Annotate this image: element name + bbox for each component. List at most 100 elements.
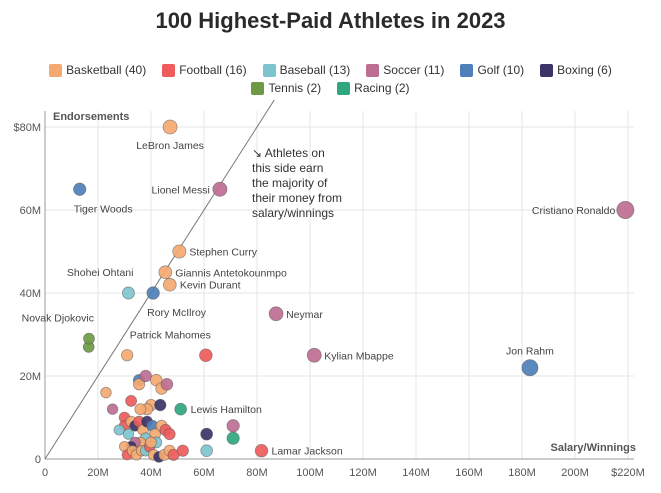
x-tick-label: 160M — [455, 467, 483, 479]
data-point — [100, 386, 112, 399]
point-label: Lionel Messi — [152, 184, 210, 196]
data-point — [226, 431, 240, 445]
point-label: Stephen Curry — [189, 247, 257, 259]
point-label: Shohei Ohtani — [67, 267, 134, 279]
legend-item-soccer: Soccer (11) — [366, 62, 444, 78]
diagonal-note-line: salary/winnings — [252, 206, 334, 220]
y-tick-label: $80M — [13, 122, 41, 134]
point-label: Lamar Jackson — [272, 446, 343, 458]
legend-item-boxing: Boxing (6) — [540, 62, 612, 78]
point-label: Novak Djokovic — [22, 313, 94, 325]
data-point — [122, 428, 135, 440]
data-point — [212, 181, 228, 197]
data-point — [162, 119, 178, 135]
legend-label-racing: Racing (2) — [354, 81, 410, 95]
legend-item-golf: Golf (10) — [460, 62, 524, 78]
data-point — [154, 398, 167, 412]
legend-item-racing: Racing (2) — [337, 80, 410, 96]
data-points — [73, 119, 635, 463]
x-tick-label: 180M — [508, 467, 536, 479]
y-tick-label: 40M — [20, 288, 41, 300]
data-point — [83, 332, 95, 345]
diagonal-reference-line — [44, 99, 275, 460]
x-tick-label: 20M — [87, 467, 108, 479]
data-point — [122, 286, 135, 300]
data-point — [254, 443, 269, 458]
x-tick-label: 120M — [349, 467, 377, 479]
legend-swatch-football — [162, 63, 176, 77]
data-point — [268, 306, 284, 322]
legend-label-soccer: Soccer (11) — [383, 63, 445, 77]
data-point — [106, 403, 119, 415]
y-tick-label: 20M — [20, 371, 41, 383]
data-point — [113, 424, 125, 436]
x-axis-title: Salary/Winnings — [551, 442, 636, 454]
point-label: Patrick Mahomes — [130, 329, 211, 341]
data-point — [139, 369, 152, 383]
legend-label-basketball: Basketball (40) — [66, 63, 147, 77]
y-tick-label: 60M — [20, 205, 41, 217]
point-label: Neymar — [286, 309, 323, 321]
legend-swatch-boxing — [540, 63, 554, 77]
data-point — [121, 349, 134, 362]
x-tick-label: 200M — [561, 467, 589, 479]
legend-label-football: Football (16) — [179, 63, 247, 77]
legend-item-basketball: Basketball (40) — [49, 62, 146, 78]
diagonal-note-line: ↘ Athletes on — [252, 146, 325, 160]
data-point — [134, 403, 147, 416]
point-label: Kylian Mbappe — [324, 350, 394, 362]
legend-swatch-racing — [337, 81, 351, 95]
x-tick-label: 100M — [296, 467, 324, 479]
legend-item-football: Football (16) — [162, 62, 247, 78]
data-point — [163, 428, 176, 441]
data-point — [125, 394, 138, 407]
legend-label-golf: Golf (10) — [477, 63, 525, 77]
diagonal-note-line: their money from — [252, 191, 342, 205]
x-tick-label: 60M — [193, 467, 214, 479]
chart-title: 100 Highest-Paid Athletes in 2023 — [155, 8, 506, 33]
y-tick-label: 0 — [35, 454, 41, 466]
diagonal-note: ↘ Athletes on this side earn the majority … — [252, 146, 342, 220]
legend-label-tennis: Tennis (2) — [268, 81, 322, 95]
data-point — [158, 265, 173, 280]
data-point — [145, 436, 157, 449]
data-point — [616, 200, 635, 219]
legend-item-tennis: Tennis (2) — [251, 80, 321, 96]
data-point — [146, 286, 160, 300]
legend: Basketball (40) Football (16) Baseball (13… — [10, 62, 651, 96]
data-point — [73, 182, 87, 196]
legend-swatch-golf — [460, 63, 474, 77]
point-label: Giannis Antetokounmpo — [175, 267, 287, 279]
legend-swatch-basketball — [49, 63, 63, 77]
point-label: Tiger Woods — [74, 203, 133, 215]
legend-swatch-baseball — [262, 63, 276, 77]
data-point — [132, 378, 146, 391]
point-labels: LeBron James Lionel Messi Cristiano Ronald… — [22, 140, 616, 458]
point-label: Jon Rahm — [506, 346, 554, 358]
data-point — [226, 419, 240, 433]
grid — [44, 111, 634, 460]
point-label: Cristiano Ronaldo — [532, 205, 616, 217]
x-tick-label: $220M — [611, 467, 645, 479]
data-point — [160, 377, 174, 391]
point-label: Lewis Hamilton — [191, 404, 262, 416]
x-tick-label: 80M — [246, 467, 267, 479]
legend-swatch-soccer — [366, 63, 380, 77]
data-point — [521, 359, 539, 377]
x-tick-label: 40M — [140, 467, 161, 479]
data-point — [163, 277, 177, 292]
point-label: Kevin Durant — [180, 280, 241, 292]
data-point — [199, 348, 213, 362]
point-label: LeBron James — [136, 140, 204, 152]
point-label: Rory McIlroy — [147, 307, 207, 319]
legend-item-baseball: Baseball (13) — [262, 62, 351, 78]
data-point — [306, 347, 322, 363]
legend-swatch-tennis — [251, 81, 265, 95]
diagonal-note-line: this side earn — [252, 161, 323, 175]
legend-label-baseball: Baseball (13) — [279, 63, 351, 77]
x-tick-label: 140M — [402, 467, 430, 479]
x-tick-label: 0 — [42, 467, 48, 479]
legend-label-boxing: Boxing (6) — [557, 63, 612, 77]
data-point — [172, 244, 187, 259]
